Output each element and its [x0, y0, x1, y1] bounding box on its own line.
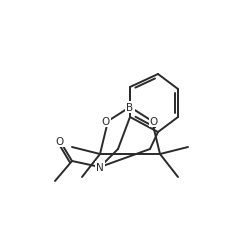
Text: O: O	[56, 136, 64, 146]
Text: O: O	[149, 116, 158, 126]
Text: B: B	[126, 103, 133, 113]
Text: N: N	[96, 162, 104, 172]
Text: O: O	[101, 116, 110, 126]
